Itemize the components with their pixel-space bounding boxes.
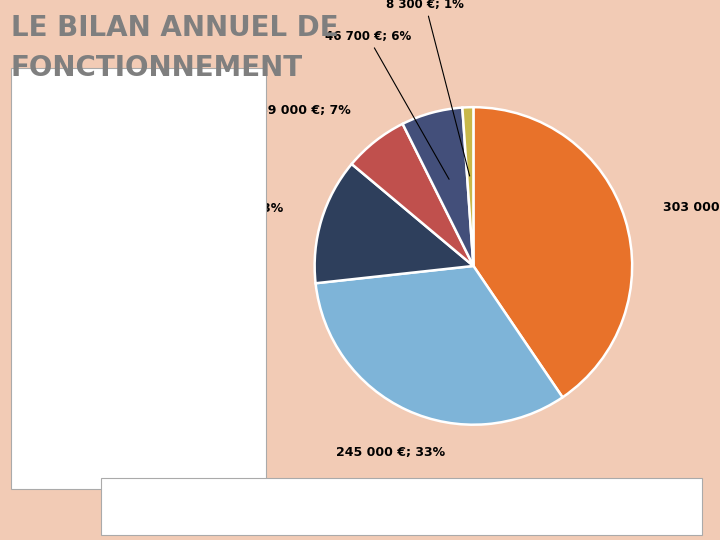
Wedge shape bbox=[351, 124, 474, 266]
Text: Coopération public-privé: Coopération public-privé bbox=[67, 306, 198, 315]
Text: 245 000 €; 33%: 245 000 €; 33% bbox=[336, 446, 445, 459]
Wedge shape bbox=[462, 107, 474, 266]
Text: 46 700 €; 6%: 46 700 €; 6% bbox=[325, 30, 449, 179]
Text: ⇒: ⇒ bbox=[44, 346, 53, 355]
Text: Exemple d’un GCS:: Exemple d’un GCS: bbox=[52, 259, 178, 272]
Text: Scanner 64 canaux installé
en 2007 en CHU: Scanner 64 canaux installé en 2007 en CH… bbox=[67, 346, 210, 365]
Text: ⇒: ⇒ bbox=[44, 306, 53, 315]
Text: Nécessité d’une
gouvernance: Nécessité d’une gouvernance bbox=[52, 97, 157, 125]
Text: FONCTIONNEMENT: FONCTIONNEMENT bbox=[11, 54, 303, 82]
Text: ⇒: ⇒ bbox=[44, 183, 53, 193]
Wedge shape bbox=[473, 107, 632, 397]
Wedge shape bbox=[402, 107, 474, 266]
Text: 49 000 €; 7%: 49 000 €; 7% bbox=[258, 104, 351, 117]
Text: 12 000 FT réalisés en 2008: 12 000 FT réalisés en 2008 bbox=[67, 421, 211, 430]
Text: LE BILAN ANNUEL DE: LE BILAN ANNUEL DE bbox=[11, 14, 338, 42]
Legend: Personnel, Location scanner, Loyers et charges, Prestations CHU, Amortissements,: Personnel, Location scanner, Loyers et c… bbox=[232, 490, 571, 522]
Wedge shape bbox=[315, 164, 474, 284]
Text: ⇒: ⇒ bbox=[44, 421, 53, 431]
Text: Suivi de l’activité,
réalisation des objectifs: Suivi de l’activité, réalisation des obj… bbox=[67, 183, 205, 204]
Text: 303 000 €; 40%: 303 000 €; 40% bbox=[663, 201, 720, 214]
Wedge shape bbox=[315, 266, 562, 424]
Text: 96 000 €; 13%: 96 000 €; 13% bbox=[183, 202, 284, 215]
Text: 8 300 €; 1%: 8 300 €; 1% bbox=[387, 0, 469, 176]
